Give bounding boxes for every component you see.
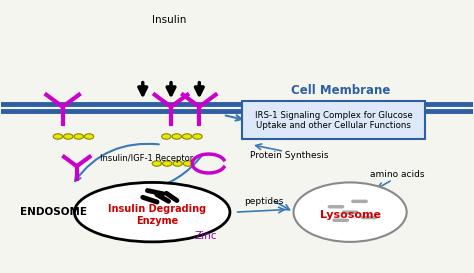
Text: Insulin/IGF-1 Receptor: Insulin/IGF-1 Receptor	[100, 154, 193, 163]
Text: Lysosome: Lysosome	[319, 210, 381, 220]
Circle shape	[64, 134, 73, 139]
Circle shape	[53, 134, 63, 139]
FancyBboxPatch shape	[242, 101, 426, 139]
Text: IRS-1 Signaling Complex for Glucose
Uptake and other Cellular Functions: IRS-1 Signaling Complex for Glucose Upta…	[255, 111, 412, 130]
Circle shape	[182, 134, 192, 139]
Text: amino acids: amino acids	[370, 170, 424, 179]
Ellipse shape	[74, 182, 230, 242]
Text: ENDOSOME: ENDOSOME	[20, 207, 87, 217]
Circle shape	[162, 134, 171, 139]
Text: Insulin: Insulin	[152, 15, 187, 25]
Circle shape	[84, 134, 94, 139]
Circle shape	[172, 134, 182, 139]
Circle shape	[183, 161, 193, 166]
Text: Protein Synthesis: Protein Synthesis	[250, 151, 328, 160]
Ellipse shape	[293, 182, 407, 242]
Circle shape	[74, 134, 83, 139]
Circle shape	[173, 161, 182, 166]
Circle shape	[163, 161, 172, 166]
Text: peptides: peptides	[244, 197, 283, 206]
Text: Insulin Degrading
Enzyme: Insulin Degrading Enzyme	[108, 204, 206, 226]
Text: Cell Membrane: Cell Membrane	[291, 84, 391, 97]
Text: Zinc: Zinc	[195, 231, 217, 241]
Circle shape	[193, 134, 202, 139]
Circle shape	[152, 161, 162, 166]
